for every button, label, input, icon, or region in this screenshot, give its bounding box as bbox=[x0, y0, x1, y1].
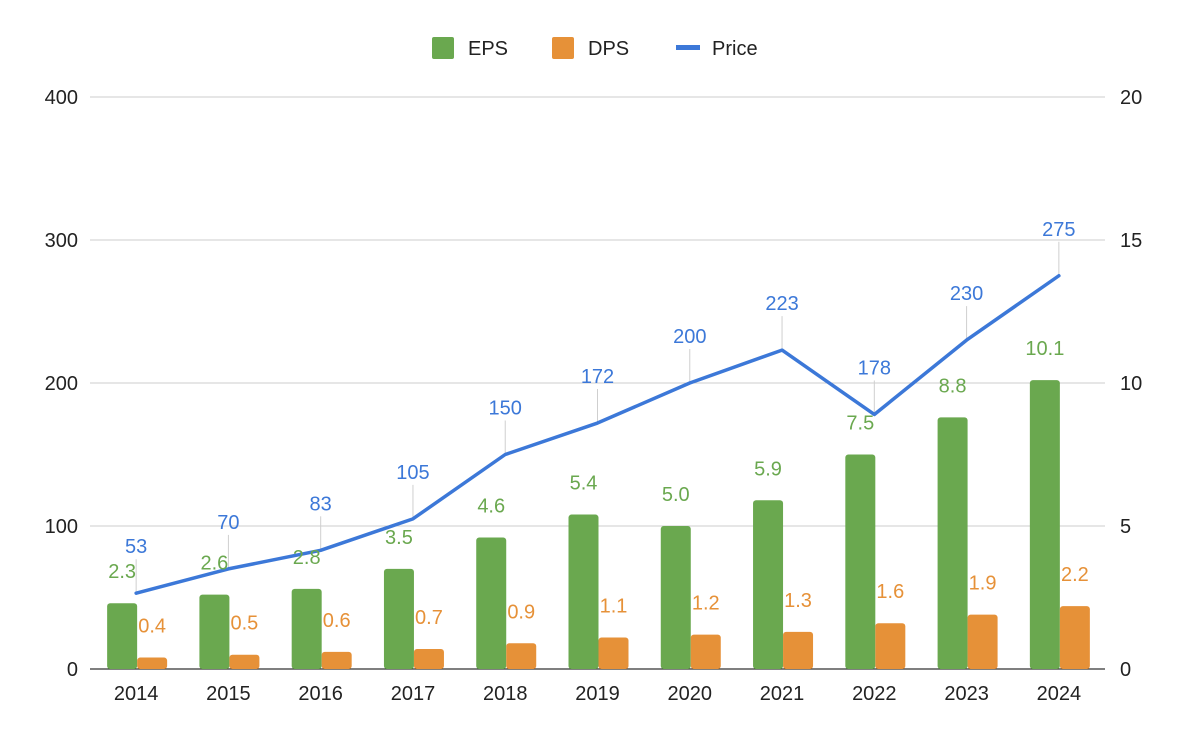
legend-label: DPS bbox=[588, 38, 629, 60]
eps-data-label: 7.5 bbox=[846, 413, 874, 435]
eps-data-label: 2.8 bbox=[293, 547, 321, 569]
price-data-label: 105 bbox=[396, 462, 429, 484]
dps-data-label: 0.5 bbox=[231, 613, 259, 635]
price-data-label: 200 bbox=[673, 326, 706, 348]
price-data-label: 275 bbox=[1042, 219, 1075, 241]
dps-data-label: 0.9 bbox=[507, 601, 535, 623]
price-line-layer bbox=[134, 274, 1061, 595]
eps-data-label: 3.5 bbox=[385, 527, 413, 549]
price-data-label: 223 bbox=[765, 293, 798, 315]
right-axis-tick-label: 15 bbox=[1120, 230, 1142, 252]
dps-bar bbox=[783, 631, 814, 669]
x-axis-tick-label: 2022 bbox=[852, 683, 897, 705]
x-axis-tick-label: 2023 bbox=[944, 683, 989, 705]
eps-bar bbox=[1029, 380, 1060, 669]
price-data-label: 70 bbox=[217, 512, 239, 534]
dps-bar bbox=[875, 623, 906, 669]
legend: EPS DPS Price bbox=[432, 37, 758, 60]
x-axis-tick-label: 2019 bbox=[575, 683, 620, 705]
dps-data-label: 0.4 bbox=[138, 616, 166, 638]
price-data-label: 178 bbox=[858, 357, 891, 379]
eps-data-label: 8.8 bbox=[939, 375, 967, 397]
dps-bar bbox=[506, 643, 537, 669]
eps-bar bbox=[383, 568, 414, 669]
dps-data-label: 1.9 bbox=[969, 573, 997, 595]
eps-bar bbox=[937, 417, 968, 669]
price-data-label: 230 bbox=[950, 283, 983, 305]
dps-bar bbox=[321, 651, 352, 669]
x-axis-tick-label: 2017 bbox=[391, 683, 436, 705]
eps-data-label: 2.3 bbox=[108, 561, 136, 583]
dps-data-label: 1.6 bbox=[876, 581, 904, 603]
dps-bar bbox=[598, 637, 629, 669]
eps-data-label: 10.1 bbox=[1025, 338, 1064, 360]
legend-swatch bbox=[676, 45, 700, 50]
x-axis-tick-label: 2016 bbox=[298, 683, 343, 705]
eps-bar bbox=[568, 514, 599, 669]
right-axis-tick-label: 10 bbox=[1120, 373, 1142, 395]
eps-data-label: 5.4 bbox=[570, 473, 598, 495]
left-axis-tick-label: 300 bbox=[45, 230, 78, 252]
dps-bar bbox=[690, 634, 721, 669]
price-data-label: 53 bbox=[125, 536, 147, 558]
x-axis-tick-label: 2024 bbox=[1037, 683, 1082, 705]
legend-swatch bbox=[432, 37, 454, 59]
right-axis-tick-label: 20 bbox=[1120, 87, 1142, 109]
x-axis-tick-label: 2021 bbox=[760, 683, 805, 705]
right-axis-tick-label: 0 bbox=[1120, 659, 1131, 681]
eps-bar bbox=[660, 526, 691, 669]
dps-data-label: 1.2 bbox=[692, 593, 720, 615]
dps-bar bbox=[1059, 606, 1090, 669]
price-data-label: 172 bbox=[581, 366, 614, 388]
eps-bar bbox=[753, 500, 784, 669]
legend-label: EPS bbox=[468, 38, 508, 60]
left-axis-tick-label: 100 bbox=[45, 516, 78, 538]
left-axis-tick-label: 200 bbox=[45, 373, 78, 395]
right-axis-tick-label: 5 bbox=[1120, 516, 1131, 538]
x-axis-ticks: 2014 2015 2016 2017 2018 2019 2020 2021 2022 2023… bbox=[114, 683, 1081, 705]
gridlines bbox=[90, 96, 1105, 670]
dps-bar bbox=[967, 614, 998, 669]
dps-data-label: 1.3 bbox=[784, 590, 812, 612]
price-data-label: 150 bbox=[489, 398, 522, 420]
dps-bar bbox=[413, 648, 444, 669]
left-axis-tick-label: 0 bbox=[67, 659, 78, 681]
price-data-label: 83 bbox=[310, 493, 332, 515]
eps-data-label: 4.6 bbox=[477, 495, 505, 517]
dps-bar bbox=[137, 657, 168, 669]
x-axis-tick-label: 2018 bbox=[483, 683, 528, 705]
data-labels: 53 2.3 0.4 70 2.6 0.5 83 2.8 0.6 105 3.5 0.7 150 4.6 0… bbox=[108, 219, 1089, 638]
eps-bar bbox=[845, 454, 876, 669]
x-axis-tick-label: 2015 bbox=[206, 683, 251, 705]
x-axis-tick-label: 2014 bbox=[114, 683, 159, 705]
eps-data-label: 5.9 bbox=[754, 458, 782, 480]
eps-bar bbox=[476, 537, 507, 669]
dps-data-label: 0.7 bbox=[415, 607, 443, 629]
price-line bbox=[134, 274, 1061, 595]
dps-bar bbox=[229, 654, 260, 669]
eps-bar bbox=[199, 594, 230, 669]
label-leaders bbox=[135, 241, 1060, 594]
dps-data-label: 0.6 bbox=[323, 610, 351, 632]
eps-bar bbox=[291, 588, 322, 669]
eps-data-label: 5.0 bbox=[662, 484, 690, 506]
legend-label: Price bbox=[712, 38, 758, 60]
x-axis-tick-label: 2020 bbox=[668, 683, 713, 705]
legend-swatch bbox=[552, 37, 574, 59]
left-axis-tick-label: 400 bbox=[45, 87, 78, 109]
right-axis-ticks: 0 5 10 15 20 bbox=[1120, 87, 1142, 681]
dps-data-label: 2.2 bbox=[1061, 564, 1089, 586]
eps-bar bbox=[107, 603, 138, 669]
eps-data-label: 2.6 bbox=[201, 553, 229, 575]
bars bbox=[107, 380, 1090, 669]
dps-data-label: 1.1 bbox=[600, 596, 628, 618]
left-axis-ticks: 0 100 200 300 400 bbox=[45, 87, 78, 681]
